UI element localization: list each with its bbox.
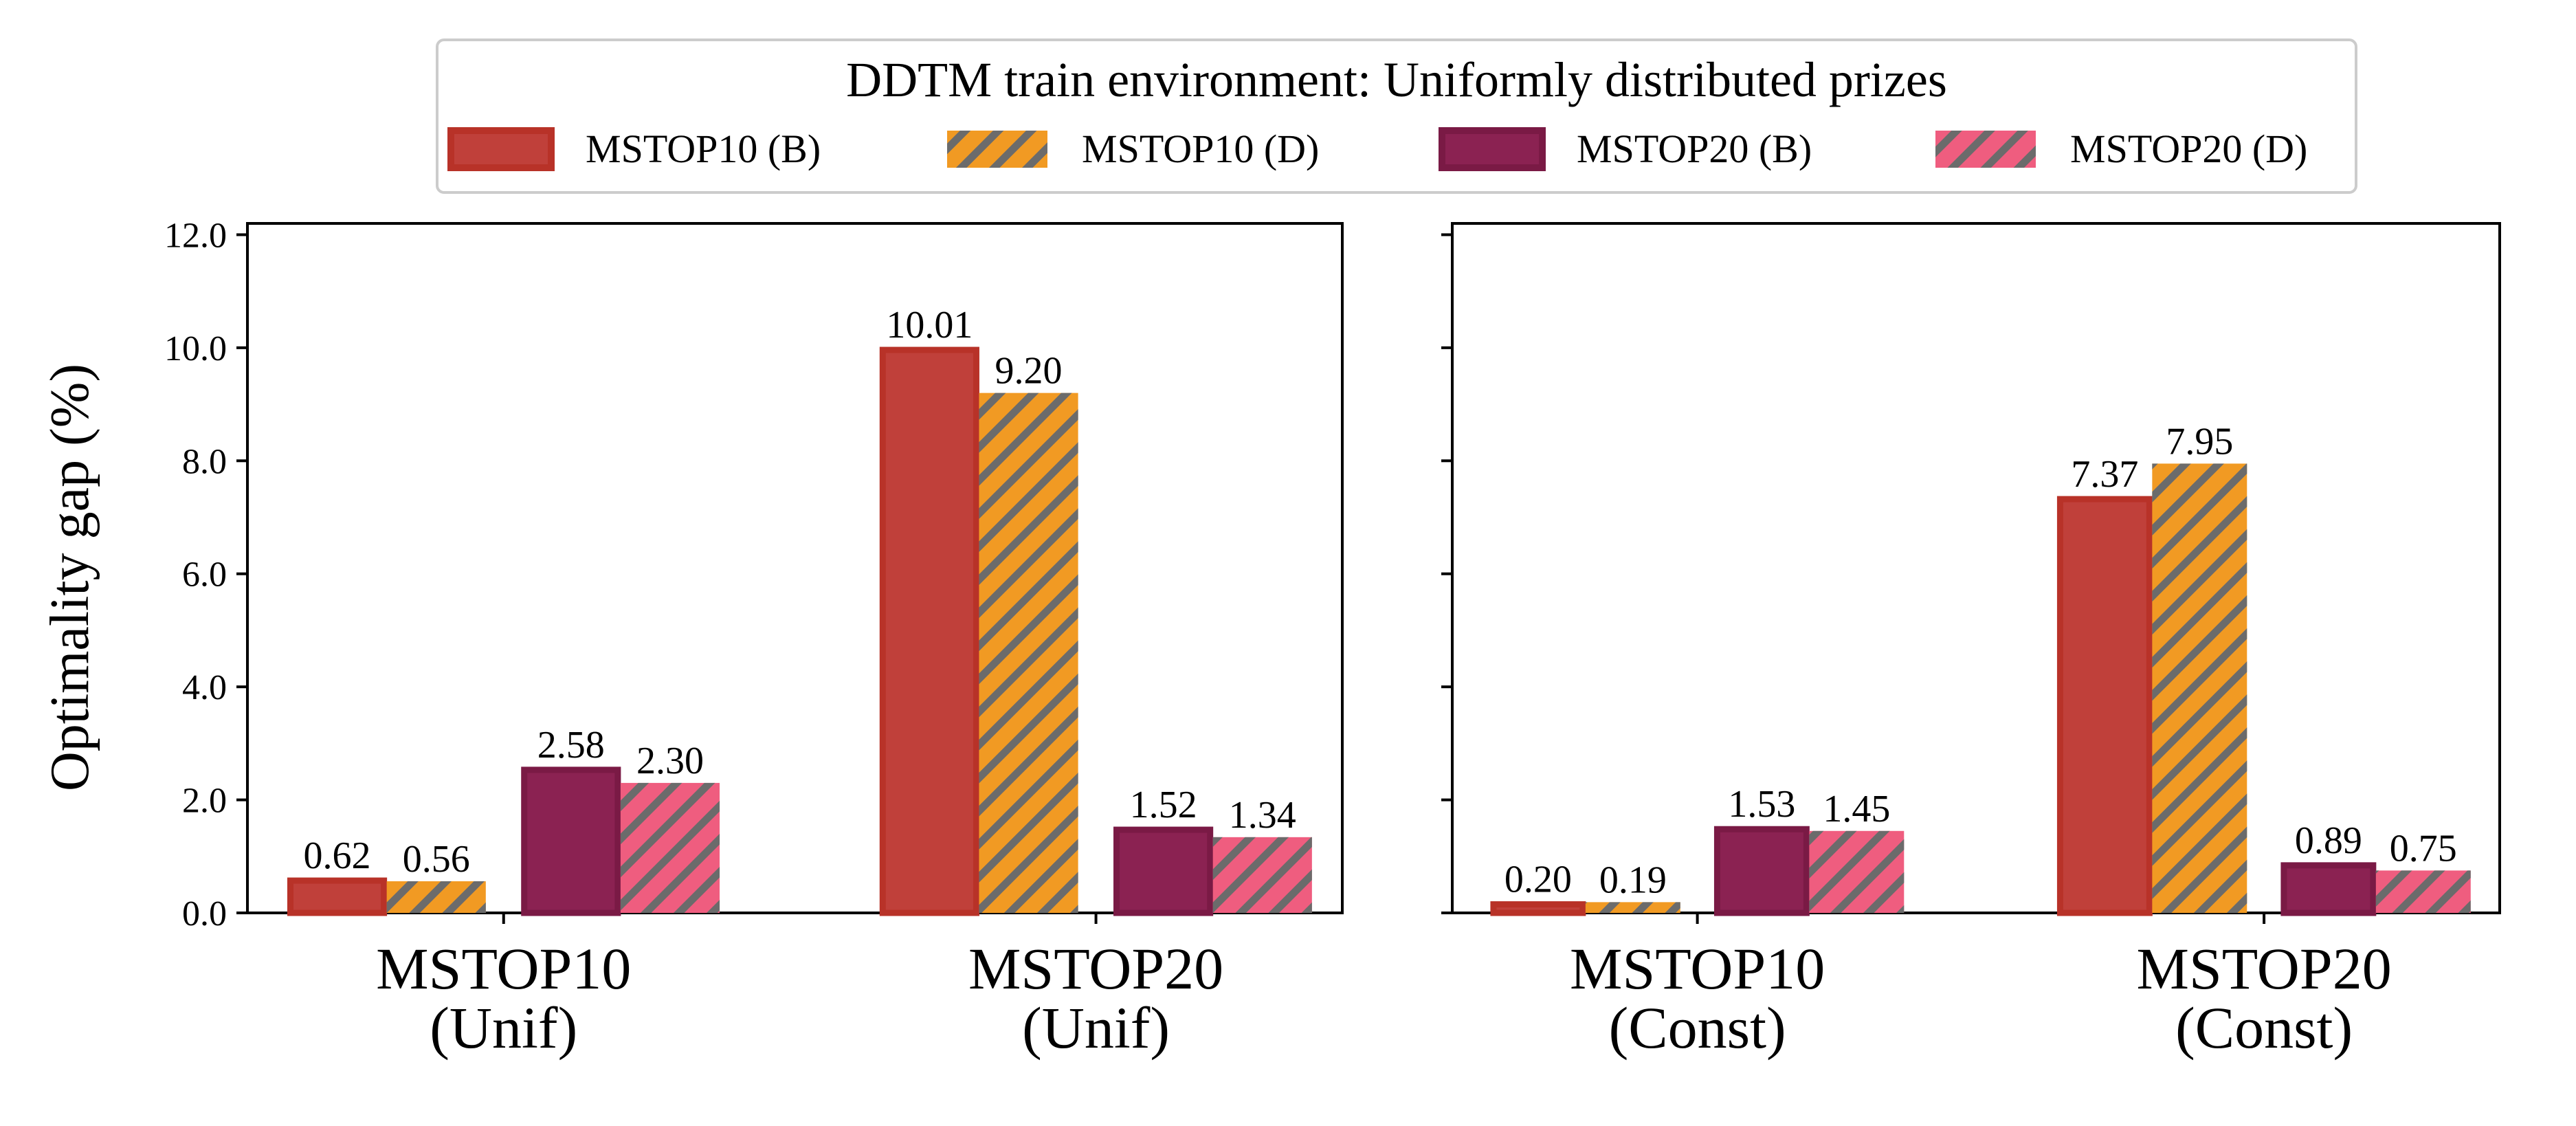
bar bbox=[620, 782, 720, 913]
x-tick-label: MSTOP20 (Unif) bbox=[968, 936, 1223, 1061]
data-label: 0.56 bbox=[403, 838, 470, 881]
bar bbox=[521, 766, 621, 916]
y-tick-label: 0.0 bbox=[182, 894, 227, 934]
y-tick-label: 12.0 bbox=[164, 216, 227, 255]
legend-label: MSTOP20 (B) bbox=[1577, 126, 1812, 171]
bar bbox=[1585, 902, 1680, 913]
legend-title: DDTM train environment: Uniformly distri… bbox=[846, 52, 1947, 107]
bar bbox=[2280, 862, 2377, 916]
bar bbox=[2152, 463, 2247, 913]
y-tick-label: 10.0 bbox=[164, 329, 227, 368]
bar bbox=[1212, 837, 1312, 913]
bar-fill bbox=[1113, 826, 1214, 916]
x-tick-label: MSTOP20 (Const) bbox=[2136, 936, 2391, 1061]
legend-swatch-hatch bbox=[947, 131, 1047, 168]
bar bbox=[287, 877, 388, 916]
data-label: 7.37 bbox=[2071, 453, 2138, 496]
data-label: 2.58 bbox=[537, 724, 605, 766]
data-label: 0.19 bbox=[1599, 859, 1667, 901]
y-tick-label: 6.0 bbox=[182, 555, 227, 595]
data-label: 0.75 bbox=[2390, 827, 2457, 870]
legend-entry: MSTOP10 (B) bbox=[447, 126, 821, 171]
bar-fill bbox=[287, 877, 388, 916]
legend-swatch bbox=[1439, 127, 1546, 171]
legend-swatch bbox=[447, 127, 555, 171]
data-label: 7.95 bbox=[2166, 420, 2233, 463]
bar-hatch bbox=[1585, 902, 1680, 913]
x-tick-label-line: MSTOP10 bbox=[376, 936, 631, 1002]
legend-entry: MSTOP20 (B) bbox=[1439, 126, 1812, 171]
x-tick-label-line: (Unif) bbox=[430, 995, 577, 1061]
data-label: 1.34 bbox=[1229, 794, 1296, 837]
legend-swatch-hatch bbox=[1935, 131, 2036, 168]
bar-fill bbox=[2280, 862, 2377, 916]
data-label: 0.89 bbox=[2295, 819, 2362, 862]
x-tick-label-line: (Const) bbox=[2175, 995, 2353, 1061]
x-tick-label-line: MSTOP20 bbox=[968, 936, 1223, 1002]
data-label: 0.20 bbox=[1504, 859, 1572, 901]
y-tick-label: 4.0 bbox=[182, 668, 227, 707]
bar-hatch bbox=[1809, 830, 1905, 913]
x-tick-label: MSTOP10 (Unif) bbox=[376, 936, 631, 1061]
bar-fill bbox=[521, 766, 621, 916]
plot-area bbox=[1451, 222, 2501, 914]
bar bbox=[386, 881, 486, 913]
data-label: 10.01 bbox=[886, 304, 973, 346]
bar bbox=[979, 393, 1078, 913]
legend-entry: MSTOP20 (D) bbox=[1935, 126, 2307, 171]
bar-fill bbox=[879, 346, 979, 916]
data-label: 1.53 bbox=[1728, 783, 1795, 826]
legend-label: MSTOP10 (B) bbox=[586, 126, 821, 171]
bar bbox=[1713, 826, 1810, 916]
data-label: 9.20 bbox=[995, 350, 1063, 393]
bar bbox=[2056, 496, 2153, 916]
bar bbox=[1809, 830, 1905, 913]
x-tick-label-line: (Const) bbox=[1609, 995, 1786, 1061]
bar-fill bbox=[1490, 901, 1586, 916]
plot-area bbox=[246, 222, 1344, 914]
bar-hatch bbox=[1212, 837, 1312, 913]
x-tick-label-line: MSTOP10 bbox=[1570, 936, 1825, 1002]
data-label: 0.62 bbox=[304, 835, 371, 877]
data-label: 1.52 bbox=[1130, 784, 1197, 826]
bar bbox=[1113, 826, 1214, 916]
bar bbox=[879, 346, 979, 916]
bar-fill bbox=[2056, 496, 2153, 916]
bar-hatch bbox=[620, 782, 720, 913]
legend-label: MSTOP20 (D) bbox=[2070, 126, 2307, 171]
y-axis-label: Optimality gap (%) bbox=[40, 364, 100, 791]
legend-label: MSTOP10 (D) bbox=[1082, 126, 1319, 171]
data-label: 1.45 bbox=[1823, 788, 1890, 830]
bar-fill bbox=[1713, 826, 1810, 916]
x-tick-label-line: MSTOP20 bbox=[2136, 936, 2391, 1002]
bar-hatch bbox=[979, 393, 1078, 913]
y-tick-label: 8.0 bbox=[182, 442, 227, 481]
bar bbox=[1490, 901, 1586, 916]
legend: DDTM train environment: Uniformly distri… bbox=[436, 38, 2357, 194]
x-tick-label-line: (Unif) bbox=[1022, 995, 1170, 1061]
bar-hatch bbox=[2152, 463, 2247, 913]
data-label: 2.30 bbox=[636, 740, 704, 782]
y-tick-label: 2.0 bbox=[182, 782, 227, 821]
bar-hatch bbox=[386, 881, 486, 913]
chart-panel: 0.0 2.0 4.0 6.0 8.0 10.0 12.0 0.62 0.56 2.58 2.30 M… bbox=[164, 216, 1344, 1061]
bar-hatch bbox=[2375, 870, 2471, 913]
x-tick-label: MSTOP10 (Const) bbox=[1570, 936, 1825, 1061]
legend-frame bbox=[436, 38, 2357, 194]
legend-entry: MSTOP10 (D) bbox=[947, 126, 1319, 171]
bar bbox=[2375, 870, 2471, 913]
